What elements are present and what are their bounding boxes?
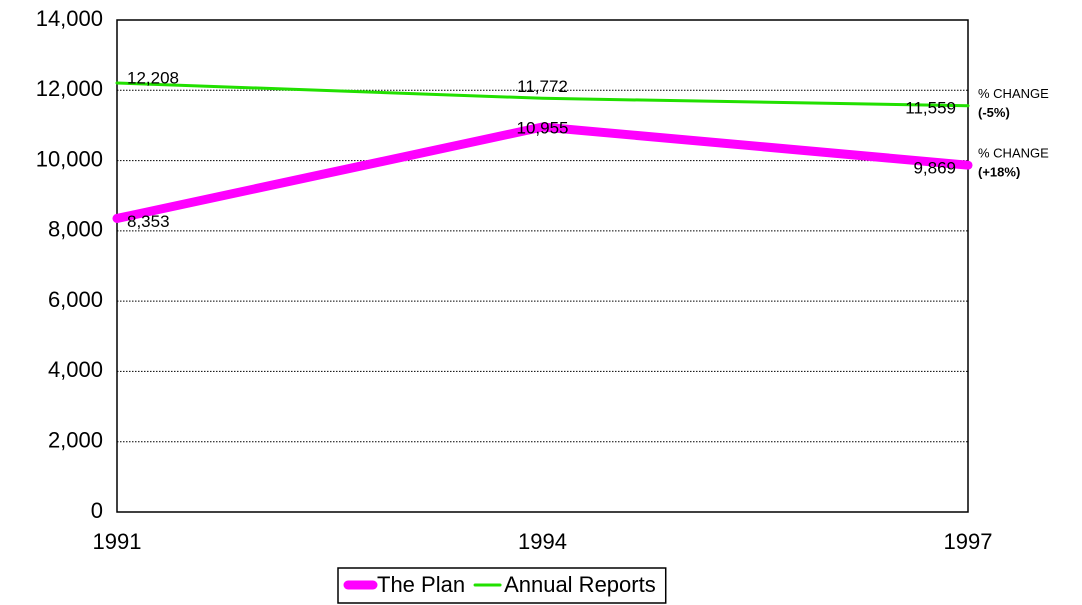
line-series bbox=[115, 81, 970, 108]
x-tick-label: 1994 bbox=[518, 529, 567, 554]
legend-box bbox=[337, 567, 667, 604]
y-tick-label: 2,000 bbox=[48, 428, 103, 453]
x-tick-label: 1991 bbox=[93, 529, 142, 554]
y-tick-label: 14,000 bbox=[36, 6, 103, 31]
value-label: 10,955 bbox=[517, 118, 569, 137]
annotation-title: % CHANGE bbox=[978, 86, 1049, 101]
y-tick-label: 0 bbox=[91, 498, 103, 523]
y-tick-label: 12,000 bbox=[36, 76, 103, 101]
value-label: 11,772 bbox=[517, 77, 568, 96]
legend-label: The Plan bbox=[377, 572, 465, 597]
y-tick-label: 6,000 bbox=[48, 287, 103, 312]
y-tick-label: 4,000 bbox=[48, 357, 103, 382]
value-label: 8,353 bbox=[127, 212, 170, 231]
annotation-title: % CHANGE bbox=[978, 146, 1049, 161]
value-label: 9,869 bbox=[913, 159, 956, 178]
annotation-detail: (-5%) bbox=[978, 105, 1010, 120]
plot-frame bbox=[116, 19, 969, 513]
y-tick-label: 8,000 bbox=[48, 217, 103, 242]
line-series bbox=[112, 122, 973, 223]
legend: The Plan Annual Reports bbox=[337, 567, 667, 604]
x-tick-label: 1997 bbox=[944, 529, 993, 554]
value-label: 11,559 bbox=[905, 98, 956, 117]
legend-label: Annual Reports bbox=[504, 572, 656, 597]
y-tick-label: 10,000 bbox=[36, 146, 103, 171]
annotation-detail: (+18%) bbox=[978, 165, 1020, 180]
value-label: 12,208 bbox=[127, 68, 179, 87]
